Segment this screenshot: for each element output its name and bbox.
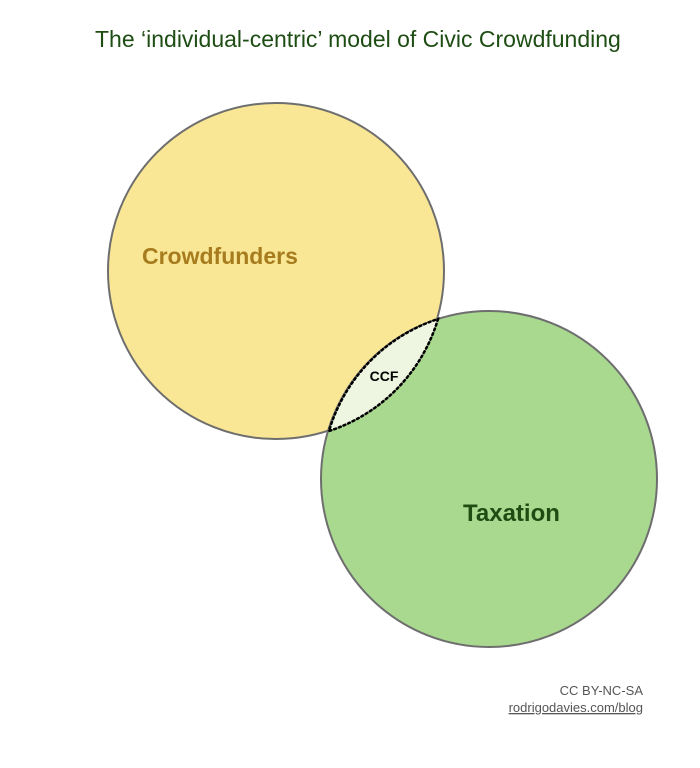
license-text: CC BY-NC-SA <box>560 683 644 698</box>
crowdfunders-circle <box>107 102 445 440</box>
ccf-intersection <box>327 317 440 433</box>
taxation-circle <box>320 310 658 648</box>
crowdfunders-label: Crowdfunders <box>142 243 298 269</box>
blog-link[interactable]: rodrigodavies.com/blog <box>509 700 643 715</box>
taxation-label: Taxation <box>463 500 560 527</box>
ccf-label: CCF <box>370 368 399 384</box>
diagram-title: The ‘individual-centric’ model of Civic … <box>95 26 621 52</box>
